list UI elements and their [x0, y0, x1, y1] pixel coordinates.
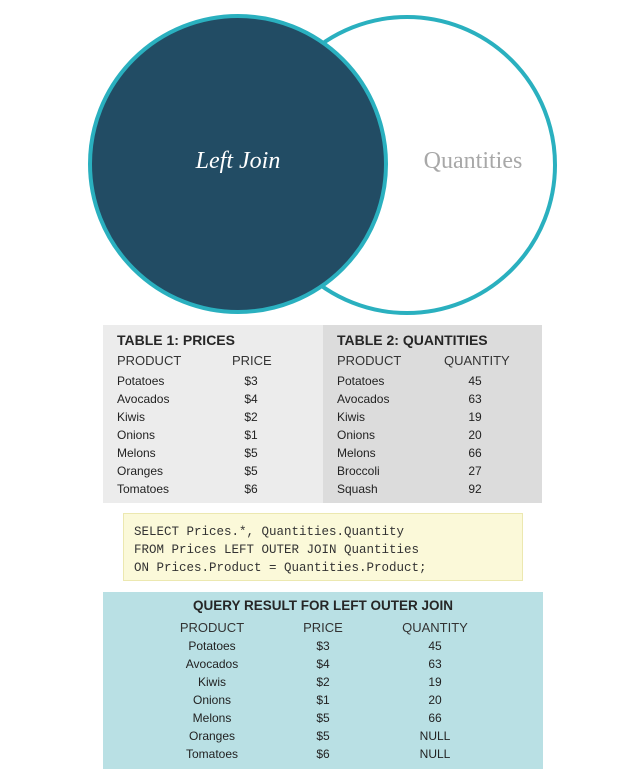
prices-table-title: TABLE 1: PRICES — [117, 332, 235, 348]
table-row: Potatoes $3 — [103, 374, 323, 392]
product-cell: Tomatoes — [185, 747, 239, 761]
quantity-cell: 19 — [468, 410, 482, 424]
quantities-table-title: TABLE 2: QUANTITIES — [337, 332, 488, 348]
query-result-table: QUERY RESULT FOR LEFT OUTER JOIN PRODUCT… — [103, 592, 543, 769]
product-cell: Melons — [192, 711, 232, 725]
product-cell: Potatoes — [337, 374, 385, 388]
prices-header-product: PRODUCT — [117, 353, 182, 368]
table-row: Onions $1 20 — [103, 693, 543, 711]
product-cell: Potatoes — [117, 374, 165, 388]
sql-line: FROM Prices LEFT OUTER JOIN Quantities — [134, 543, 420, 557]
table-row: Melons $5 66 — [103, 711, 543, 729]
product-cell: Kiwis — [337, 410, 366, 424]
product-cell: Onions — [117, 428, 156, 442]
quantity-cell: 45 — [468, 374, 482, 388]
quantity-cell: 66 — [428, 711, 442, 725]
table-row: Oranges $5 — [103, 464, 323, 482]
table-row: Avocados $4 63 — [103, 657, 543, 675]
quantities-header-product: PRODUCT — [337, 353, 402, 368]
table-row: Oranges $5 NULL — [103, 729, 543, 747]
table-row: Kiwis $2 19 — [103, 675, 543, 693]
sql-line: SELECT Prices.*, Quantities.Quantity — [134, 525, 405, 539]
price-cell: $5 — [244, 464, 258, 478]
price-cell: $1 — [244, 428, 258, 442]
prices-table: TABLE 1: PRICES PRODUCT PRICE Potatoes $3… — [103, 325, 323, 503]
product-cell: Avocados — [185, 657, 239, 671]
quantity-cell: 92 — [468, 482, 482, 496]
product-cell: Kiwis — [197, 675, 226, 689]
price-cell: $4 — [316, 657, 330, 671]
product-cell: Kiwis — [117, 410, 146, 424]
product-cell: Oranges — [117, 464, 164, 478]
price-cell: $5 — [316, 729, 330, 743]
quantity-cell: NULL — [419, 747, 451, 761]
table-row: Broccoli 27 — [323, 464, 542, 482]
quantity-cell: 63 — [428, 657, 442, 671]
table-row: Tomatoes $6 — [103, 482, 323, 500]
product-cell: Onions — [192, 693, 232, 707]
table-row: Squash 92 — [323, 482, 542, 500]
quantities-table: TABLE 2: QUANTITIES PRODUCT QUANTITY Pot… — [323, 325, 542, 503]
product-cell: Onions — [337, 428, 376, 442]
table-row: Avocados $4 — [103, 392, 323, 410]
price-cell: $2 — [244, 410, 258, 424]
quantities-header-quantity: QUANTITY — [444, 353, 510, 368]
table-row: Kiwis $2 — [103, 410, 323, 428]
quantity-cell: 20 — [428, 693, 442, 707]
table-row: Avocados 63 — [323, 392, 542, 410]
sql-query-box: SELECT Prices.*, Quantities.Quantity FRO… — [123, 513, 523, 581]
product-cell: Broccoli — [337, 464, 380, 478]
price-cell: $5 — [316, 711, 330, 725]
result-header-product: PRODUCT — [179, 620, 245, 635]
quantity-cell: 45 — [428, 639, 442, 653]
venn-diagram: Left Join Quantities — [88, 14, 557, 315]
table-row: Kiwis 19 — [323, 410, 542, 428]
product-cell: Potatoes — [188, 639, 236, 653]
result-header-quantity: QUANTITY — [402, 620, 468, 635]
price-cell: $6 — [244, 482, 258, 496]
product-cell: Avocados — [117, 392, 170, 406]
price-cell: $3 — [244, 374, 258, 388]
quantity-cell: 66 — [468, 446, 482, 460]
price-cell: $2 — [316, 675, 330, 689]
query-result-title: QUERY RESULT FOR LEFT OUTER JOIN — [192, 598, 453, 613]
price-cell: $4 — [244, 392, 258, 406]
quantity-cell: NULL — [419, 729, 451, 743]
table-row: Potatoes 45 — [323, 374, 542, 392]
product-cell: Melons — [117, 446, 156, 460]
quantity-cell: 27 — [468, 464, 482, 478]
table-row: Onions $1 — [103, 428, 323, 446]
table-row: Melons 66 — [323, 446, 542, 464]
quantity-cell: 19 — [428, 675, 442, 689]
left-join-circle — [88, 14, 388, 314]
price-cell: $6 — [316, 747, 330, 761]
price-cell: $5 — [244, 446, 258, 460]
quantity-cell: 63 — [468, 392, 482, 406]
left-join-label: Left Join — [195, 148, 281, 174]
table-row: Potatoes $3 45 — [103, 639, 543, 657]
product-cell: Oranges — [188, 729, 236, 743]
table-row: Tomatoes $6 NULL — [103, 747, 543, 765]
quantities-label: Quantities — [424, 148, 523, 174]
quantity-cell: 20 — [468, 428, 482, 442]
sql-line: ON Prices.Product = Quantities.Product; — [134, 561, 427, 575]
product-cell: Melons — [337, 446, 376, 460]
prices-header-price: PRICE — [232, 353, 272, 368]
price-cell: $3 — [316, 639, 330, 653]
result-header-price: PRICE — [303, 620, 343, 635]
price-cell: $1 — [316, 693, 330, 707]
product-cell: Tomatoes — [117, 482, 170, 496]
product-cell: Squash — [337, 482, 378, 496]
product-cell: Avocados — [337, 392, 390, 406]
table-row: Onions 20 — [323, 428, 542, 446]
table-row: Melons $5 — [103, 446, 323, 464]
